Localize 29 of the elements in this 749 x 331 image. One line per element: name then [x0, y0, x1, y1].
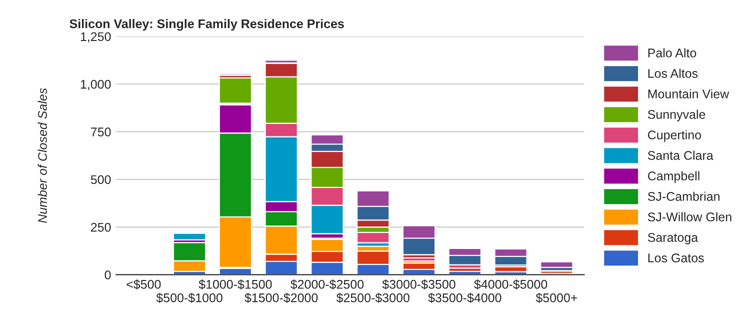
y-tick-label: 0: [104, 270, 111, 280]
y-axis-title: Number of Closed Sales: [38, 88, 47, 223]
y-tick-label: 1,000: [80, 80, 111, 90]
x-tick-label: $3000-$3500: [382, 279, 456, 290]
x-tick-label: $2500-$3000: [336, 292, 410, 303]
legend-label: Los Gatos: [648, 254, 704, 262]
legend-label: Palo Alto: [648, 48, 696, 58]
y-tick-label: 250: [91, 222, 111, 232]
chart-title: Silicon Valley: Single Family Residence Prices: [70, 19, 344, 31]
x-tick-label: $2000-$2500: [290, 279, 364, 290]
legend-label: Cupertino: [648, 130, 702, 142]
legend-label: Sunnyvale: [648, 110, 706, 122]
legend-label: Campbell: [648, 171, 700, 183]
y-tick-label: 500: [90, 175, 111, 184]
x-tick-label: $1000-$1500: [198, 279, 272, 290]
y-tick-label: 750: [91, 128, 111, 136]
x-tick-label: $500-$1000: [156, 292, 222, 303]
legend-label: Saratoga: [648, 233, 698, 244]
legend-label: SJ-Willow Glen: [648, 212, 732, 222]
x-tick-label: $4000-$5000: [474, 279, 548, 290]
legend-label: Santa Clara: [648, 150, 714, 160]
y-tick-label: 1,250: [80, 32, 111, 43]
x-tick-label: <$500: [126, 279, 161, 290]
legend-label: Los Altos: [648, 68, 698, 78]
x-tick-label: $1500-$2000: [244, 292, 318, 303]
x-tick-label: $5000+: [536, 292, 578, 303]
legend-label: Mountain View: [648, 89, 730, 98]
x-tick-label: $3500-$4000: [428, 292, 502, 303]
legend-label: SJ-Cambrian: [648, 192, 720, 201]
